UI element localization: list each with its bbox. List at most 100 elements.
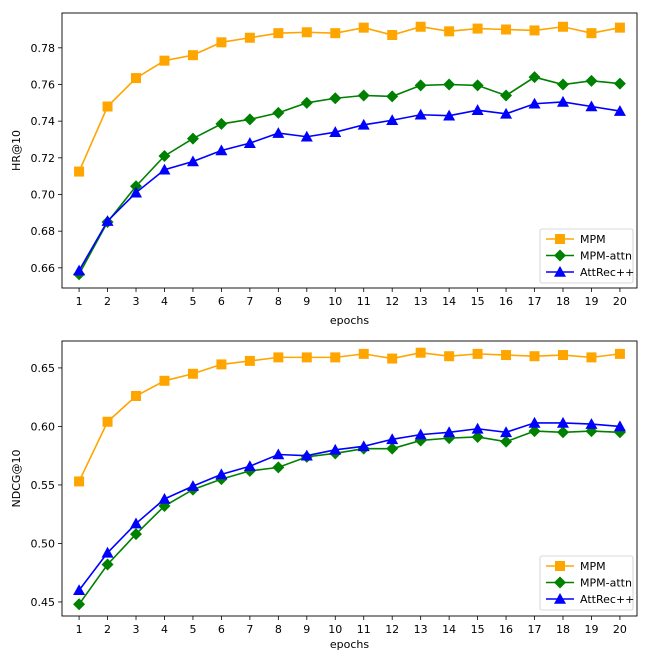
data-point [301,27,312,38]
data-point [159,55,170,66]
x-tick-label: 14 [442,295,456,308]
data-point [386,90,399,103]
data-point [613,77,626,90]
data-point [556,426,569,439]
data-point [556,95,569,107]
data-point [500,89,513,102]
data-point [187,368,198,379]
data-point [472,348,483,359]
data-point [472,23,483,34]
data-point [528,416,541,428]
data-point [330,352,341,363]
x-tick-label: 2 [104,623,111,636]
data-point [300,449,313,461]
x-tick-label: 17 [528,623,542,636]
data-point [414,428,427,440]
data-point [501,24,512,35]
x-tick-label: 5 [189,623,196,636]
x-tick-label: 17 [528,295,542,308]
data-point [358,22,369,33]
data-point [158,492,171,504]
data-point [613,105,626,116]
data-point [300,130,313,142]
x-tick-label: 16 [499,623,513,636]
data-point [158,163,171,175]
x-tick-label: 19 [584,295,598,308]
data-point [529,351,540,362]
data-point [329,126,342,137]
x-tick-label: 13 [414,295,428,308]
x-tick-label: 15 [471,623,485,636]
data-point [357,440,370,452]
data-point [215,468,228,480]
legend-marker [554,576,566,589]
y-tick-label: 0.60 [31,420,56,433]
data-point [614,22,625,33]
data-point [73,584,86,596]
data-point [613,420,626,432]
data-point [186,480,199,491]
x-tick-label: 10 [328,623,342,636]
data-point [443,109,456,121]
legend: MPM MPM-attn AttRec++ [539,555,634,611]
x-axis-label: epochs [330,638,369,651]
x-tick-label: 4 [161,623,168,636]
data-point [528,97,541,109]
data-point [186,155,199,167]
data-point [528,71,541,84]
data-point [415,347,426,358]
data-point [244,355,255,366]
legend-marker [555,561,565,571]
series-line-attrec- [78,101,621,271]
data-point [216,359,227,370]
x-tick-label: 1 [76,623,83,636]
data-point [329,92,342,105]
y-tick-label: 0.45 [31,596,56,609]
data-point [131,73,142,84]
data-point [443,78,456,91]
data-point [101,215,114,226]
data-point [585,74,598,87]
x-tick-label: 3 [133,623,140,636]
ndcg-chart: 1 2 3 4 5 6 7 8 9 10 11 12 13 14 15 16 17 18 19 200.450.500… [10,340,638,651]
x-tick-label: 9 [303,295,310,308]
legend-marker [554,593,566,604]
data-point [131,391,142,401]
data-point [272,127,285,138]
data-point [444,26,455,37]
y-tick-label: 0.76 [31,79,56,92]
x-tick-label: 12 [385,295,399,308]
data-point [215,117,228,130]
data-point [471,79,484,92]
data-point [500,426,513,438]
x-tick-label: 8 [275,623,282,636]
data-point [243,113,256,126]
x-tick-label: 20 [613,295,627,308]
x-tick-label: 19 [584,623,598,636]
x-tick-label: 4 [161,295,168,308]
y-axis-label: HR@10 [10,130,23,171]
plot-frame [61,12,638,289]
hr-chart: 1 2 3 4 5 6 7 8 9 10 11 12 13 14 15 16 17 18 19 200.660.680… [10,12,638,327]
x-axis-label: epochs [330,314,369,327]
y-tick-label: 0.65 [31,362,56,375]
data-point [244,32,255,43]
y-tick-label: 0.50 [31,537,56,550]
series-line-attrec- [78,422,620,591]
legend-label: MPM [580,233,606,246]
data-point [216,37,227,48]
data-point [73,264,86,276]
data-point [556,416,569,428]
y-tick-label: 0.66 [31,262,56,275]
data-point [158,150,171,162]
data-point [273,28,284,39]
plot-frame [61,340,638,617]
x-tick-label: 11 [357,623,371,636]
legend-label: MPM-attn [580,250,632,263]
data-point [471,422,484,434]
x-tick-label: 8 [275,295,282,308]
data-point [386,114,399,126]
data-point [159,375,170,386]
data-point [529,25,540,36]
x-tick-label: 14 [442,623,456,636]
